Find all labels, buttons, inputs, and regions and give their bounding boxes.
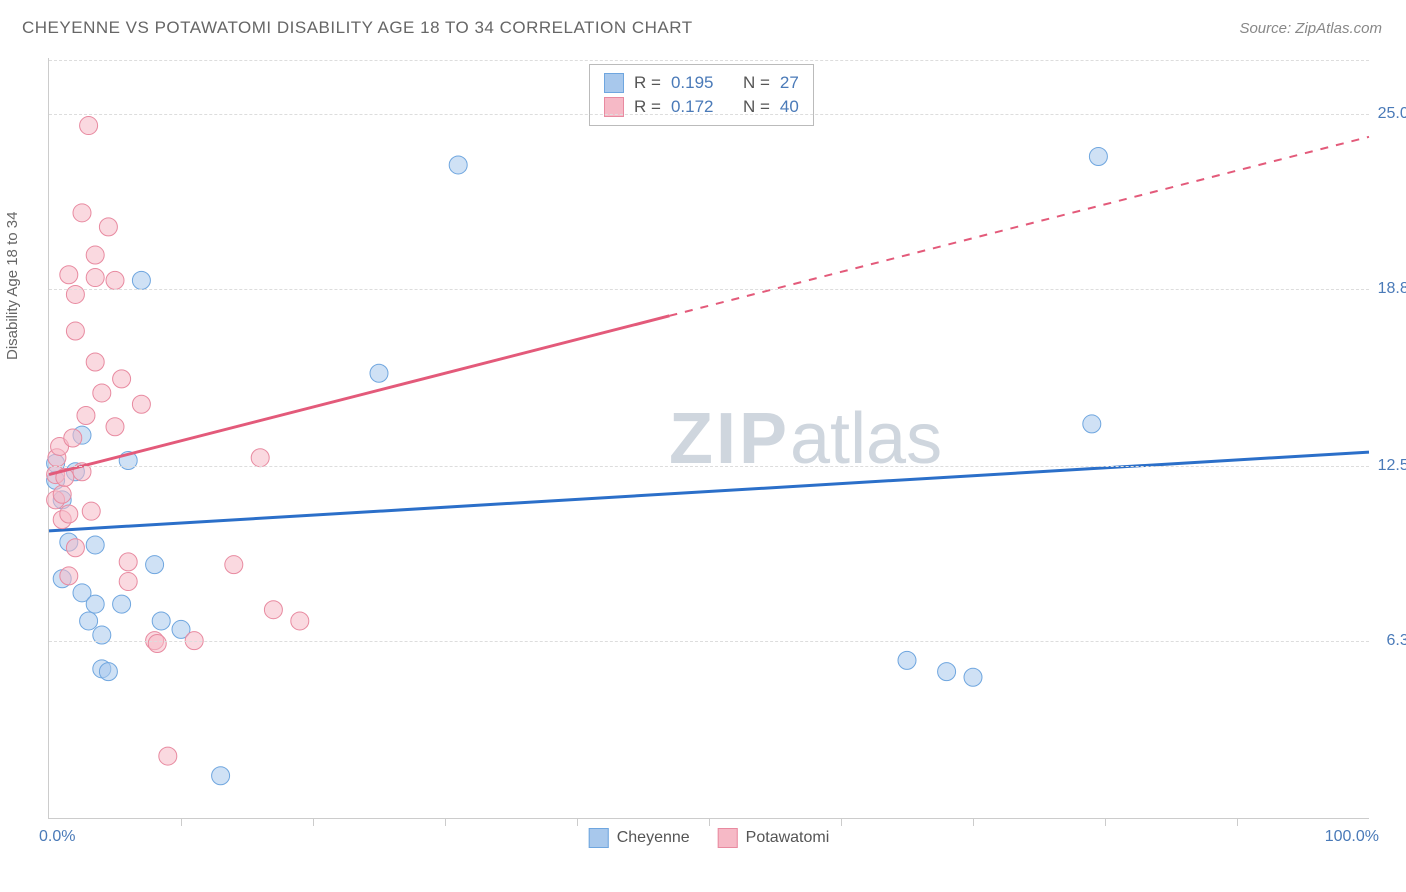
data-point xyxy=(159,747,177,765)
grid-line xyxy=(49,466,1369,467)
y-tick-label: 12.5% xyxy=(1378,457,1406,475)
plot-svg xyxy=(49,58,1369,818)
chart-title: CHEYENNE VS POTAWATOMI DISABILITY AGE 18… xyxy=(22,18,693,38)
data-point xyxy=(86,595,104,613)
stat-n-cheyenne: 27 xyxy=(780,73,799,93)
data-point xyxy=(225,556,243,574)
data-point xyxy=(1089,148,1107,166)
swatch-cheyenne xyxy=(604,73,624,93)
data-point xyxy=(82,502,100,520)
data-point xyxy=(132,395,150,413)
data-point xyxy=(148,634,166,652)
y-tick-label: 18.8% xyxy=(1378,280,1406,298)
data-point xyxy=(99,663,117,681)
data-point xyxy=(77,406,95,424)
stat-n-label: N = xyxy=(743,73,770,93)
x-tick xyxy=(445,818,446,826)
data-point xyxy=(66,322,84,340)
source-label: Source: ZipAtlas.com xyxy=(1239,20,1382,37)
grid-line xyxy=(49,114,1369,115)
x-tick xyxy=(1105,818,1106,826)
x-tick xyxy=(577,818,578,826)
data-point xyxy=(119,553,137,571)
y-tick-label: 6.3% xyxy=(1387,632,1406,650)
data-point xyxy=(99,218,117,236)
y-tick-label: 25.0% xyxy=(1378,105,1406,123)
legend-item-cheyenne: Cheyenne xyxy=(589,828,690,848)
data-point xyxy=(86,246,104,264)
data-point xyxy=(73,204,91,222)
data-point xyxy=(1083,415,1101,433)
trend-line xyxy=(49,452,1369,531)
legend-item-potawatomi: Potawatomi xyxy=(718,828,830,848)
data-point xyxy=(146,556,164,574)
data-point xyxy=(119,573,137,591)
data-point xyxy=(291,612,309,630)
x-axis-max: 100.0% xyxy=(1325,828,1379,846)
data-point xyxy=(86,353,104,371)
data-point xyxy=(86,269,104,287)
data-point xyxy=(60,505,78,523)
data-point xyxy=(64,429,82,447)
data-point xyxy=(964,668,982,686)
data-point xyxy=(93,384,111,402)
stats-row-potawatomi: R = 0.172 N = 40 xyxy=(604,95,799,119)
stats-box: R = 0.195 N = 27 R = 0.172 N = 40 xyxy=(589,64,814,126)
legend-swatch-potawatomi xyxy=(718,828,738,848)
data-point xyxy=(80,117,98,135)
data-point xyxy=(264,601,282,619)
data-point xyxy=(449,156,467,174)
chart-area: ZIPatlas R = 0.195 N = 27 R = 0.172 N = … xyxy=(48,58,1369,819)
data-point xyxy=(132,271,150,289)
data-point xyxy=(86,536,104,554)
data-point xyxy=(106,418,124,436)
data-point xyxy=(60,266,78,284)
stats-row-cheyenne: R = 0.195 N = 27 xyxy=(604,71,799,95)
x-tick xyxy=(973,818,974,826)
data-point xyxy=(106,271,124,289)
data-point xyxy=(60,567,78,585)
data-point xyxy=(66,539,84,557)
x-tick xyxy=(709,818,710,826)
grid-line xyxy=(49,289,1369,290)
grid-line xyxy=(49,641,1369,642)
stat-r-cheyenne: 0.195 xyxy=(671,73,714,93)
grid-line xyxy=(49,60,1369,61)
data-point xyxy=(113,370,131,388)
data-point xyxy=(370,364,388,382)
x-tick xyxy=(313,818,314,826)
x-tick xyxy=(1237,818,1238,826)
stat-r-label: R = xyxy=(634,73,661,93)
data-point xyxy=(898,651,916,669)
bottom-legend: Cheyenne Potawatomi xyxy=(589,828,830,848)
legend-label-potawatomi: Potawatomi xyxy=(746,829,830,847)
data-point xyxy=(152,612,170,630)
x-tick xyxy=(841,818,842,826)
data-point xyxy=(113,595,131,613)
data-point xyxy=(938,663,956,681)
y-axis-label: Disability Age 18 to 34 xyxy=(4,212,21,360)
data-point xyxy=(80,612,98,630)
data-point xyxy=(212,767,230,785)
legend-swatch-cheyenne xyxy=(589,828,609,848)
data-point xyxy=(251,449,269,467)
x-axis-min: 0.0% xyxy=(39,828,75,846)
data-point xyxy=(53,485,71,503)
x-tick xyxy=(181,818,182,826)
legend-label-cheyenne: Cheyenne xyxy=(617,829,690,847)
